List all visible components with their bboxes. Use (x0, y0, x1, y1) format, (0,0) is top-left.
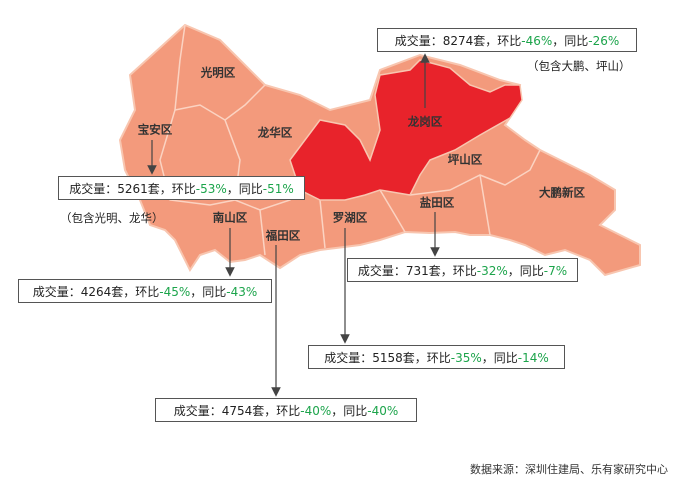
volume: 成交量：731套 (357, 264, 441, 278)
volume: 成交量：5158套 (324, 351, 415, 365)
district-label: 坪山区 (448, 153, 483, 167)
mom: -35% (450, 351, 482, 365)
callout: 成交量：8274套，环比-46%，同比-26% (377, 28, 637, 52)
callout: 成交量：731套，环比-32%，同比-7% (347, 258, 578, 282)
yoy: -51% (262, 182, 294, 196)
mom-label: ，环比 (414, 351, 451, 365)
yoy: -43% (226, 285, 258, 299)
source: 数据来源：深圳住建局、乐有家研究中心 (470, 463, 668, 476)
callout: 成交量：4264套，环比-45%，同比-43% (18, 279, 272, 303)
longgang-highlight (289, 59, 523, 201)
district-label: 龙华区 (257, 126, 293, 140)
mom-label: ，环比 (440, 264, 477, 278)
mom-label: ，环比 (264, 404, 301, 418)
district-label: 罗湖区 (333, 211, 368, 225)
yoy-label: ，同比 (481, 351, 518, 365)
yoy-label: ，同比 (552, 34, 589, 48)
district-label: 南山区 (213, 211, 248, 225)
mom: -32% (476, 264, 508, 278)
note: （包含光明、龙华） (60, 211, 164, 225)
mom: -53% (195, 182, 227, 196)
yoy-label: ，同比 (331, 404, 368, 418)
volume: 成交量：8274套 (394, 34, 486, 48)
volume: 成交量：4754套 (173, 404, 265, 418)
mom-label: ，环比 (485, 34, 522, 48)
mom: -45% (159, 285, 191, 299)
yoy: -40% (367, 404, 399, 418)
callout: 成交量：5261套，环比-53%，同比-51% (58, 176, 305, 200)
district-label: 龙岗区 (407, 115, 443, 129)
yoy-label: ，同比 (507, 264, 544, 278)
yoy: -26% (588, 34, 620, 48)
mom: -46% (521, 34, 553, 48)
yoy: -7% (543, 264, 568, 278)
district-label: 大鹏新区 (539, 186, 585, 200)
callout: 成交量：4754套，环比-40%，同比-40% (155, 398, 417, 422)
yoy-label: ，同比 (226, 182, 263, 196)
district-label: 宝安区 (138, 123, 173, 137)
district-label: 盐田区 (420, 196, 455, 210)
district-label: 福田区 (265, 229, 301, 243)
arrows (147, 53, 440, 397)
district-label: 光明区 (200, 66, 236, 80)
note: （包含大鹏、坪山） (527, 59, 631, 73)
mom-label: ，环比 (123, 285, 160, 299)
callout: 成交量：5158套，环比-35%，同比-14% (308, 345, 565, 369)
mom: -40% (300, 404, 332, 418)
volume: 成交量：4264套 (32, 285, 124, 299)
yoy-label: ，同比 (190, 285, 227, 299)
volume: 成交量：5261套 (69, 182, 160, 196)
mom-label: ，环比 (159, 182, 196, 196)
yoy: -14% (517, 351, 549, 365)
